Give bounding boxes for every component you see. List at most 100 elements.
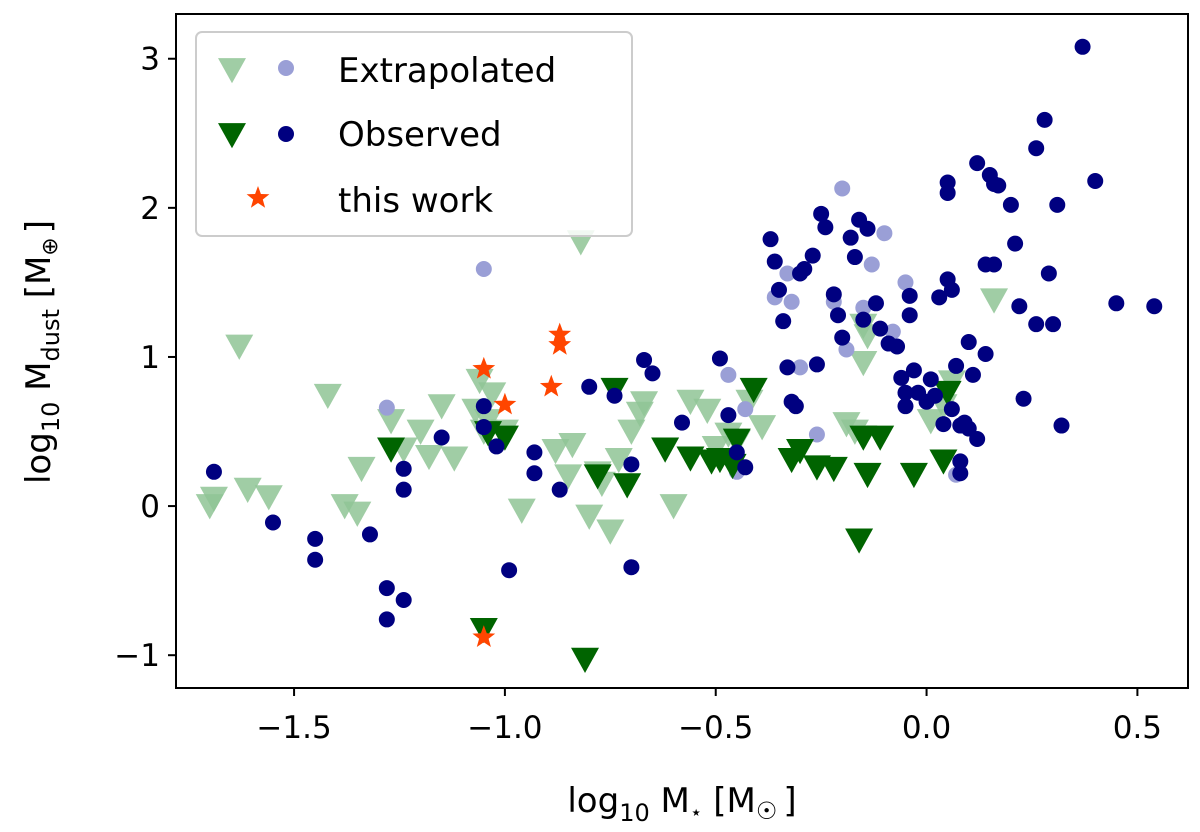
extrap-triangle-point	[916, 409, 945, 435]
extrap-triangle-point	[415, 444, 443, 471]
obs-circle-point	[1108, 295, 1125, 312]
obs-circle-point	[804, 247, 821, 264]
extrap-triangle-point	[343, 501, 372, 527]
this-work-star	[472, 356, 496, 379]
obs-circle-point	[846, 249, 863, 266]
obs-triangle-point	[853, 462, 882, 489]
extrap-triangle-point	[676, 389, 705, 415]
obs-circle-point	[581, 378, 598, 395]
extrap-circle-point	[783, 293, 800, 310]
extrap-triangle-point	[347, 456, 376, 483]
obs-circle-point	[770, 281, 787, 298]
extrap-triangle-point	[604, 447, 633, 474]
obs-circle-point	[766, 253, 783, 270]
obs-circle-point	[842, 229, 859, 246]
extrap-triangle-point	[630, 391, 659, 417]
extrap-triangle-point	[313, 383, 342, 410]
plot-frame	[175, 13, 1189, 689]
x-tick-label: 0.0	[902, 710, 951, 746]
this-work-star	[493, 392, 517, 415]
obs-circle-point	[969, 155, 986, 172]
obs-circle-point	[526, 465, 543, 482]
extrap-triangle-point	[617, 419, 646, 445]
extrap-triangle-point	[554, 464, 583, 490]
extrap-triangle-point	[427, 394, 456, 420]
obs-circle-point	[948, 357, 965, 374]
obs-circle-point	[901, 287, 918, 304]
extrap-triangle-point	[330, 494, 359, 520]
obs-circle-point	[952, 465, 969, 482]
obs-circle-point	[808, 356, 825, 373]
y-tick-label: 0	[140, 489, 160, 525]
obs-circle-point	[897, 398, 914, 415]
obs-circle-point	[1028, 140, 1045, 157]
obs-triangle-point	[377, 437, 406, 463]
x-tick-label: −1.5	[256, 710, 331, 746]
extrap-triangle-point	[748, 415, 777, 441]
obs-circle-point	[1045, 316, 1062, 333]
obs-triangle-point	[583, 464, 612, 490]
obs-circle-point	[501, 562, 518, 579]
obs-triangle-point	[786, 439, 815, 465]
extrap-triangle-point	[849, 351, 878, 377]
obs-circle-point	[606, 387, 623, 404]
y-tick-label: 2	[140, 191, 160, 227]
obs-triangle-point	[739, 377, 768, 404]
extrap-circle-point	[863, 256, 880, 273]
obs-circle-point	[361, 526, 378, 543]
obs-circle-point	[779, 359, 796, 376]
obs-triangle-point	[819, 456, 848, 483]
legend: Extrapolated Observed this work	[195, 31, 633, 237]
extrap-triangle-point	[377, 409, 406, 435]
obs-circle-point	[964, 366, 981, 383]
obs-circle-point	[931, 289, 948, 306]
obs-circle-point	[830, 307, 847, 324]
obs-circle-point	[990, 177, 1007, 194]
obs-circle-point	[623, 456, 640, 473]
extrap-circle-point	[876, 225, 893, 242]
extrap-triangle-point	[406, 419, 435, 445]
obs-circle-point	[433, 429, 450, 446]
obs-circle-point	[205, 463, 222, 480]
legend-markers	[218, 58, 294, 208]
extrap-triangle-point	[575, 504, 604, 530]
obs-circle-point	[943, 281, 960, 298]
extrap-triangle-point	[478, 382, 507, 408]
y-tick-label: −1	[114, 638, 160, 674]
obs-triangle-point	[676, 446, 705, 472]
obs-circle-point	[952, 453, 969, 470]
series-obs-circle-point	[205, 38, 1163, 628]
obs-circle-point	[935, 416, 952, 433]
this-work-star	[548, 333, 572, 355]
data-marks	[195, 38, 1163, 673]
y-tick-label: 3	[140, 42, 160, 78]
obs-circle-point	[775, 313, 792, 330]
obs-circle-point	[825, 286, 842, 303]
axis-ticks: −1.5 −1.0 −0.5 0.0 0.5 −1 0 1 2 3	[114, 42, 1162, 746]
obs-circle-point	[623, 559, 640, 576]
obs-circle-point	[897, 384, 914, 401]
legend-label-this-work: this work	[338, 181, 493, 221]
obs-circle-point	[526, 444, 543, 461]
legend-label-observed: Observed	[338, 115, 502, 155]
obs-circle-point	[796, 260, 813, 277]
obs-circle-point	[307, 530, 324, 547]
obs-triangle-point	[866, 425, 895, 451]
extrap-circle-point	[779, 265, 796, 282]
obs-circle-point	[1053, 417, 1070, 434]
this-work-star	[539, 374, 563, 397]
obs-circle-point	[905, 362, 922, 379]
extrap-triangle-point	[596, 519, 625, 545]
obs-triangle-point	[933, 380, 962, 407]
obs-circle-point	[395, 481, 412, 498]
obs-circle-point	[475, 419, 492, 436]
obs-triangle-point	[613, 473, 642, 499]
obs-circle-point	[927, 387, 943, 404]
obs-circle-point	[855, 311, 872, 328]
obs-circle-point	[1028, 316, 1045, 333]
obs-circle-point	[787, 398, 804, 415]
extrap-circle-point	[737, 401, 754, 418]
legend-label-extrapolated: Extrapolated	[338, 51, 556, 91]
obs-circle-point	[395, 460, 412, 477]
